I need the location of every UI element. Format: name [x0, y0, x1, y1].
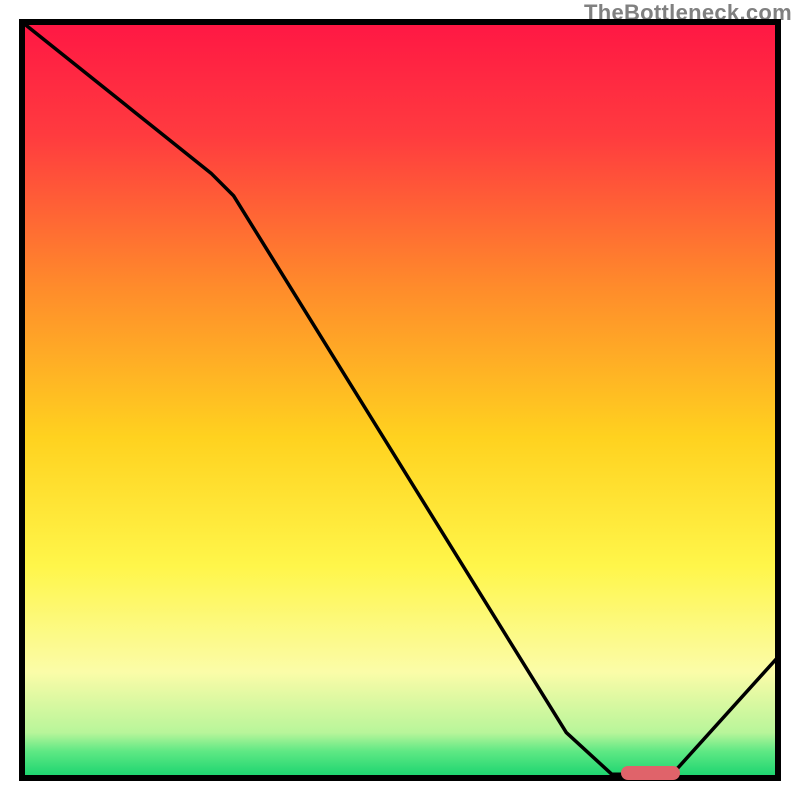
gradient-background: [22, 22, 778, 778]
chart-canvas: TheBottleneck.com: [0, 0, 800, 800]
bottleneck-plot: [0, 0, 800, 800]
optimal-range-marker: [621, 766, 680, 780]
